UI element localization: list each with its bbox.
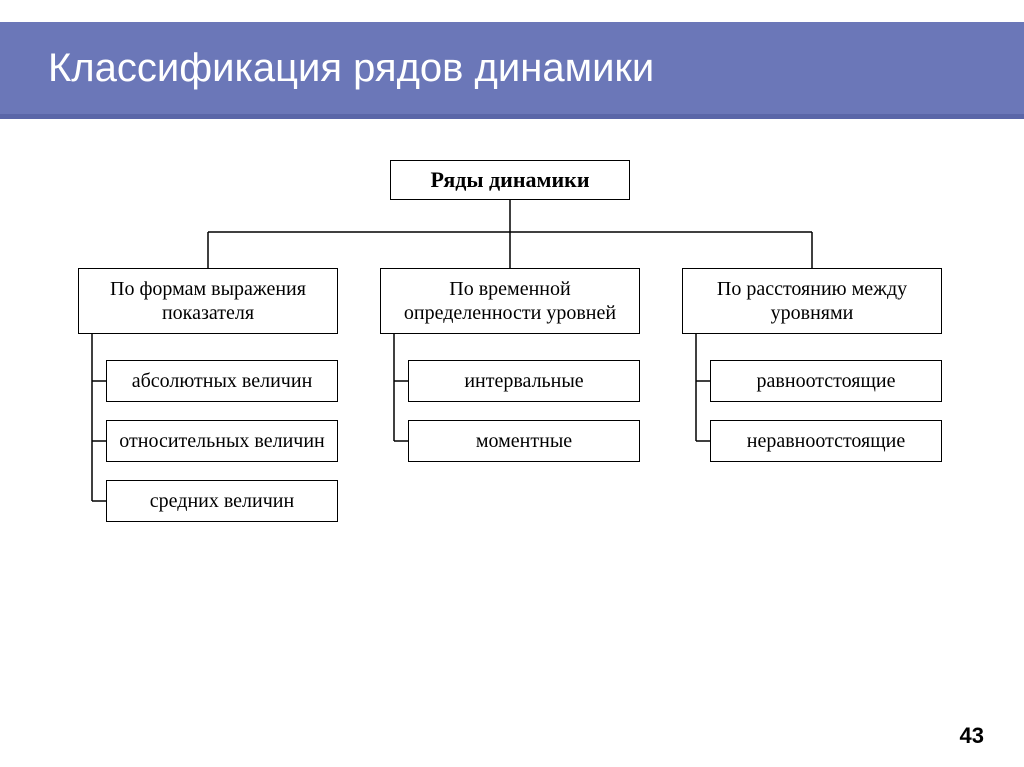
- leaf-nonequidistant: неравноотстоящие: [710, 420, 942, 462]
- leaf-interval: интервальные: [408, 360, 640, 402]
- title-bar: Классификация рядов динамики: [0, 22, 1024, 114]
- leaf-relative: относительных величин: [106, 420, 338, 462]
- root-node: Ряды динамики: [390, 160, 630, 200]
- leaf-equidistant: равноотстоящие: [710, 360, 942, 402]
- leaf-average: средних величин: [106, 480, 338, 522]
- page-number: 43: [960, 723, 984, 749]
- branch-node-distance: По расстоянию между уровнями: [682, 268, 942, 334]
- leaf-moment: моментные: [408, 420, 640, 462]
- leaf-absolute: абсолютных величин: [106, 360, 338, 402]
- branch-node-temporal: По временной определенности уровней: [380, 268, 640, 334]
- slide: Классификация рядов динамики Ряды: [0, 0, 1024, 767]
- slide-title: Классификация рядов динамики: [48, 46, 654, 91]
- classification-diagram: Ряды динамики По формам выражения показа…: [60, 160, 960, 660]
- title-underline: [0, 114, 1024, 119]
- connector-lines: [60, 160, 960, 660]
- branch-node-forms: По формам выражения показателя: [78, 268, 338, 334]
